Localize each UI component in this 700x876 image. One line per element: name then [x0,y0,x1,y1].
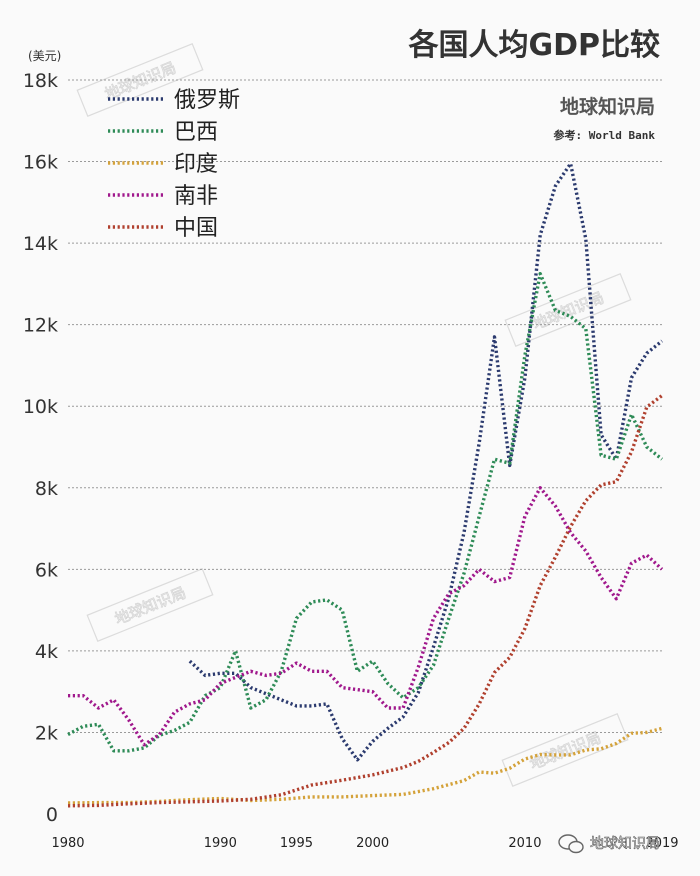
gridlines [68,79,662,733]
legend-item-india: 印度 [108,152,218,177]
x-tick-label: 1995 [280,836,313,851]
x-axis-ticks: 1980 1990 1995 2000 2010 2019 [51,836,678,851]
y-tick-label: 14k [23,233,58,255]
series-line-russia [188,161,664,762]
y-axis-ticks: 0 2k 4k 6k 8k 10k 12k 14k 16k 18k [23,70,58,826]
legend-label: 印度 [174,152,218,177]
footer-logo: 地球知识局 [558,834,660,854]
y-tick-label: 16k [23,152,58,174]
chart-title: 各国人均GDP比较 [407,28,660,63]
x-tick-label: 2000 [356,836,389,851]
legend-label: 俄罗斯 [174,88,240,113]
wechat-icon [558,834,584,854]
legend-label: 中国 [174,216,218,241]
legend-item-brazil: 巴西 [108,120,218,145]
y-tick-label: 2k [35,722,58,744]
x-tick-label: 1990 [204,836,237,851]
series-lines [67,161,664,808]
watermark-3: 地球知识局 [501,713,629,787]
y-tick-label: 8k [35,478,58,500]
legend-item-russia: 俄罗斯 [108,88,240,113]
y-tick-label: 4k [35,641,58,663]
x-tick-label: 2010 [508,836,541,851]
series-line-south_africa [68,486,664,747]
y-tick-label: 18k [23,70,58,92]
y-tick-label: 6k [35,559,58,581]
x-tick-label: 2019 [645,836,678,851]
series-line-china [67,394,664,808]
source-label: 参考: World Bank [554,128,656,142]
watermark-1: 地球知识局 [86,568,214,642]
brand-label: 地球知识局 [560,95,655,118]
legend-label: 巴西 [174,120,218,145]
legend-label: 南非 [174,184,218,209]
y-unit-label: (美元) [28,49,61,63]
y-tick-label: 0 [46,804,58,826]
footer-brand: 地球知识局 [590,835,660,852]
y-tick-label: 10k [23,396,58,418]
series-line-brazil [67,272,664,753]
x-tick-label: 1980 [51,836,84,851]
y-tick-label: 12k [23,315,58,337]
legend-item-china: 中国 [108,216,218,241]
legend-item-south_africa: 南非 [108,184,218,209]
watermark-2: 地球知识局 [504,273,632,347]
